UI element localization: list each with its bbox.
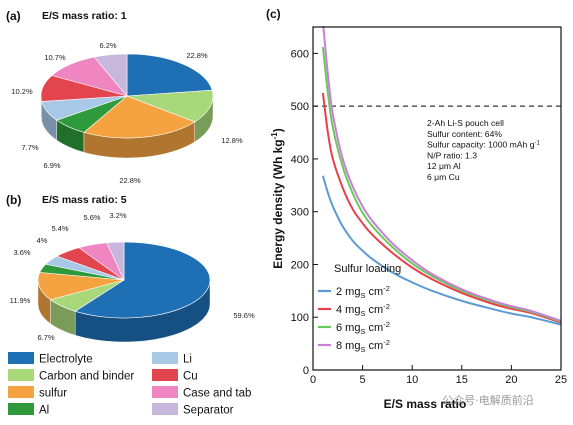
pie-b-slice-7 [106,241,125,281]
x-tick-label-2: 10 [406,374,418,386]
panel-a-title: E/S mass ratio: 1 [42,10,127,22]
pie-a-slice-1 [126,89,214,123]
y-tick-label-3: 300 [291,207,309,219]
x-axis-label: E/S mass ratio [384,397,467,411]
legend-swatch-6 [152,386,178,398]
pie-a-label-5: 10.2% [11,87,33,96]
watermark-text: 公众号·电解质前沿 [442,393,534,407]
pie-chart-a: 22.8% 12.8% 22.8% 6.9% 7.7% 10.2% 10.7% 6.2% [11,41,243,185]
component-legend: Electrolyte Carbon and binder sulfur Al Li Cu… [8,352,251,417]
annotation-line-5: 6 μm Cu [427,172,460,182]
annotation-line-1: Sulfur content: 64% [427,129,502,139]
legend-label-7: Separator [183,405,234,417]
annotation-line-2: Sulfur capacity: 1000 mAh g-1 [427,140,540,150]
legend-label-3: Al [39,405,49,417]
legend-swatch-7 [152,403,178,415]
plot-frame [312,26,562,371]
series-legend-title: Sulfur loading [334,263,401,275]
x-tick-label-3: 15 [456,374,468,386]
series-legend-label-0: 2 mgS cm-2 [336,284,390,300]
pie-a-label-4: 7.7% [21,143,38,152]
legend-swatch-1 [8,369,34,381]
legend-swatch-2 [8,386,34,398]
annotation-line-0: 2-Ah Li-S pouch cell [427,118,504,128]
panel-c-label: (c) [266,7,281,21]
pie-b-label-5: 5.4% [51,224,68,233]
legend-label-1: Carbon and binder [39,371,134,383]
pie-a-label-2: 22.8% [119,176,141,185]
legend-label-6: Case and tab [183,388,251,400]
legend-swatch-0 [8,352,34,364]
pie-a-label-6: 10.7% [44,53,66,62]
y-tick-label-5: 500 [291,101,309,113]
x-tick-label-4: 20 [505,374,517,386]
annotation-line-3: N/P ratio: 1.3 [427,150,477,160]
pie-a-label-1: 12.8% [221,136,243,145]
plot-top-mask [311,0,563,26]
annotation-line-4: 12 μm Al [427,161,461,171]
pie-a-label-0: 22.8% [186,51,208,60]
panel-a-label: (a) [6,9,21,23]
pie-a-slice-7 [93,53,128,97]
series-line-1 [321,92,562,324]
pie-a-slice-2 [83,95,196,139]
pie-b-label-2: 11.9% [10,296,31,305]
series-legend-label-1: 4 mgS cm-2 [336,302,390,318]
pie-b-label-3: 3.6% [13,248,30,257]
y-tick-label-6: 600 [291,48,309,60]
y-tick-label-0: 0 [303,365,309,377]
series-line-3 [321,21,562,322]
pie-b-slice-0 [74,241,211,319]
pie-b-label-1: 6.7% [37,333,54,342]
panel-b-title: E/S mass ratio: 5 [42,194,127,206]
pie-b-label-4: 4% [37,236,48,245]
line-chart-c: 0 5 10 15 20 25 0 100 200 300 400 500 600 E/S mass ra… [270,0,567,411]
pie-b-slice-2 [37,272,125,301]
pie-b-label-6: 5.6% [83,213,100,222]
pie-chart-b: 59.6% 6.7% 11.9% 3.6% 4%5.4% 5.6% 3.2% [10,211,255,343]
series-line-0 [321,175,562,326]
legend-label-0: Electrolyte [39,354,93,366]
series-line-2 [321,46,562,323]
series-legend-label-2: 6 mgS cm-2 [336,320,390,336]
pie-a-label-7: 6.2% [99,41,116,50]
legend-swatch-4 [152,352,178,364]
x-tick-label-0: 0 [310,374,316,386]
legend-swatch-3 [8,403,34,415]
legend-swatch-5 [152,369,178,381]
legend-label-2: sulfur [39,388,67,400]
pie-a-label-3: 6.9% [43,161,60,170]
y-axis-label: Energy density (Wh kg-1) [270,128,285,268]
x-tick-label-1: 5 [360,374,366,386]
y-tick-label-4: 400 [291,154,309,166]
x-tick-label-5: 25 [555,374,567,386]
pie-b-label-0: 59.6% [233,311,255,320]
y-tick-label-2: 200 [291,259,309,271]
y-tick-label-1: 100 [291,312,309,324]
legend-label-4: Li [183,354,192,366]
legend-label-5: Cu [183,371,198,383]
pie-b-label-7: 3.2% [109,211,126,220]
series-legend-label-3: 8 mgS cm-2 [336,338,390,354]
pie-a-slice-0 [126,53,213,97]
panel-b-label: (b) [6,193,21,207]
